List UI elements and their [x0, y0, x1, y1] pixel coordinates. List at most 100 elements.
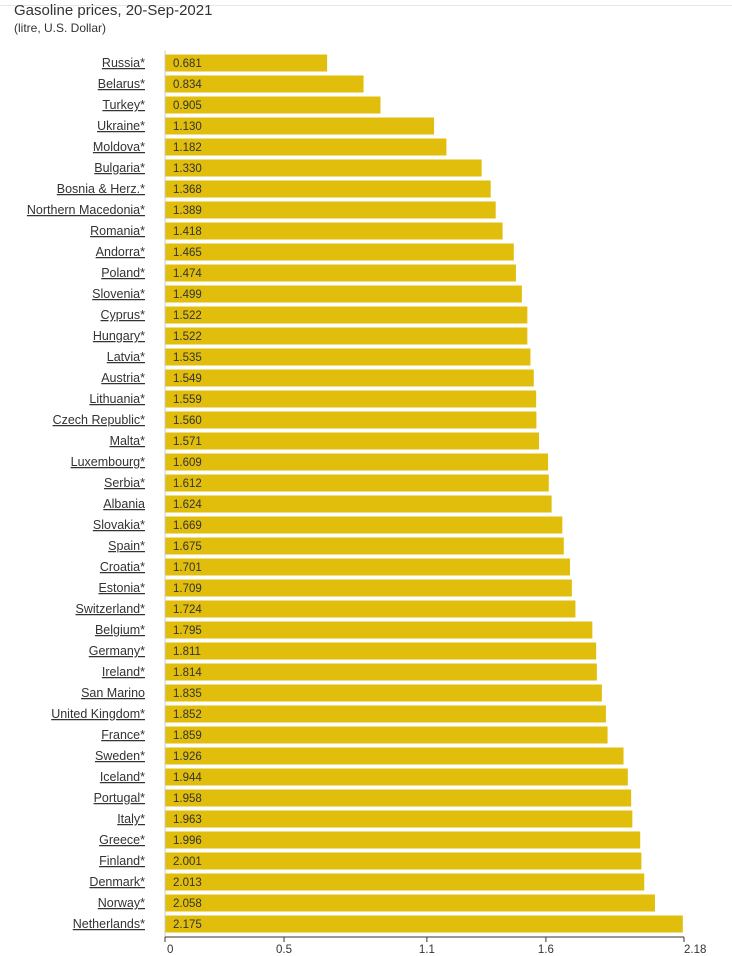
country-label: Russia*	[102, 56, 145, 70]
bar-value-label: 2.175	[173, 919, 202, 931]
bar-value-label: 1.701	[173, 562, 202, 574]
country-label: Andorra*	[96, 245, 145, 259]
bar	[165, 789, 632, 807]
chart-subtitle: (litre, U.S. Dollar)	[14, 21, 107, 35]
bar-value-label: 1.522	[173, 331, 202, 343]
country-label: Austria*	[101, 371, 145, 385]
bar-value-label: 1.609	[173, 457, 202, 469]
bar	[165, 243, 514, 261]
bar-value-label: 1.418	[173, 226, 202, 238]
bar-value-label: 1.522	[173, 310, 202, 322]
country-label: France*	[101, 728, 145, 742]
x-tick-label: 1.1	[419, 944, 435, 956]
bar	[165, 180, 491, 198]
bar-value-label: 1.560	[173, 415, 202, 427]
bar	[165, 810, 633, 828]
bar-value-label: 1.624	[173, 499, 202, 511]
bar	[165, 873, 645, 891]
country-label: Latvia*	[107, 350, 145, 364]
bar	[165, 558, 570, 576]
bar	[165, 264, 516, 282]
bar	[165, 831, 641, 849]
bar	[165, 663, 597, 681]
bar	[165, 600, 576, 618]
bar	[165, 222, 503, 240]
bar	[165, 432, 540, 450]
bar	[165, 327, 528, 345]
bar	[165, 453, 549, 471]
country-label: Belarus*	[98, 77, 145, 91]
bar-value-label: 1.852	[173, 709, 202, 721]
country-label: Moldova*	[93, 140, 145, 154]
bar-value-label: 1.724	[173, 604, 202, 616]
bar	[165, 285, 522, 303]
bar-value-label: 0.681	[173, 58, 202, 70]
country-label: Bulgaria*	[94, 161, 145, 175]
bar	[165, 579, 572, 597]
bar	[165, 411, 537, 429]
country-label: Hungary*	[93, 329, 145, 343]
country-label: Portugal*	[94, 791, 146, 805]
bar	[165, 201, 496, 219]
country-label: Netherlands*	[73, 917, 145, 931]
country-label: Italy*	[117, 812, 145, 826]
bar-value-label: 2.001	[173, 856, 202, 868]
bar-value-label: 1.389	[173, 205, 202, 217]
bar	[165, 474, 549, 492]
x-tick-label: 0.5	[276, 944, 292, 956]
top-divider	[0, 5, 732, 6]
country-label: Belgium*	[95, 623, 145, 637]
bar-value-label: 1.612	[173, 478, 202, 490]
bar-value-label: 1.926	[173, 751, 202, 763]
country-label: Slovenia*	[92, 287, 145, 301]
country-label: Sweden*	[95, 749, 145, 763]
bar-value-label: 1.465	[173, 247, 202, 259]
country-label: Luxembourg*	[71, 455, 145, 469]
bar	[165, 159, 482, 177]
chart-title: Gasoline prices, 20-Sep-2021	[14, 2, 213, 19]
bar-value-label: 1.182	[173, 142, 202, 154]
bar	[165, 642, 597, 660]
bar	[165, 537, 564, 555]
country-label: Slovakia*	[93, 518, 145, 532]
country-label: Czech Republic*	[53, 413, 146, 427]
bar-value-label: 1.795	[173, 625, 202, 637]
bar-value-label: 1.368	[173, 184, 202, 196]
bar-value-label: 1.571	[173, 436, 202, 448]
bar-value-label: 1.996	[173, 835, 202, 847]
country-label: Finland*	[99, 854, 145, 868]
country-label: Ukraine*	[97, 119, 145, 133]
country-label: Greece*	[99, 833, 145, 847]
country-label: Lithuania*	[89, 392, 145, 406]
bar-value-label: 1.958	[173, 793, 202, 805]
bar	[165, 768, 628, 786]
bar-value-label: 1.709	[173, 583, 202, 595]
country-label: Malta*	[110, 434, 146, 448]
bar	[165, 117, 435, 135]
bar-value-label: 1.835	[173, 688, 202, 700]
bar	[165, 705, 606, 723]
country-label: Northern Macedonia*	[27, 203, 145, 217]
bar-value-label: 1.814	[173, 667, 202, 679]
bar-value-label: 1.130	[173, 121, 202, 133]
country-label: United Kingdom*	[51, 707, 145, 721]
country-label: Poland*	[101, 266, 145, 280]
bar-value-label: 1.535	[173, 352, 202, 364]
bar	[165, 495, 552, 513]
country-label: Bosnia & Herz.*	[57, 182, 145, 196]
bar	[165, 306, 528, 324]
x-tick-label: 2.18	[684, 944, 706, 956]
country-label: Spain*	[108, 539, 145, 553]
bar-value-label: 1.499	[173, 289, 202, 301]
bar	[165, 894, 655, 912]
bar-value-label: 1.549	[173, 373, 202, 385]
bar-value-label: 1.944	[173, 772, 202, 784]
country-label: Croatia*	[100, 560, 145, 574]
bar-value-label: 1.811	[173, 646, 201, 658]
bar	[165, 54, 328, 72]
bar-value-label: 2.013	[173, 877, 202, 889]
bar-value-label: 1.474	[173, 268, 202, 280]
country-label: Ireland*	[102, 665, 145, 679]
bar-value-label: 2.058	[173, 898, 202, 910]
bar	[165, 348, 531, 366]
